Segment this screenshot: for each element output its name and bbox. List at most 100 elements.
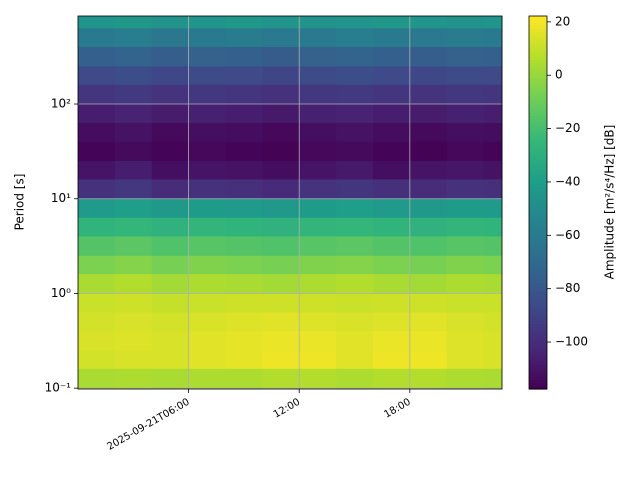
heatmap-cell xyxy=(299,236,337,257)
colorbar-swatch xyxy=(529,134,547,138)
heatmap-cell xyxy=(372,141,411,162)
heatmap-cell xyxy=(151,350,190,370)
colorbar-frame xyxy=(528,15,548,390)
heatmap-cell xyxy=(446,123,485,143)
heatmap-cell xyxy=(446,16,485,29)
colorbar-swatch xyxy=(529,193,547,197)
heatmap-cell xyxy=(336,236,374,257)
heatmap-cell xyxy=(78,217,116,237)
heatmap-cell xyxy=(262,255,300,275)
heatmap-cell xyxy=(114,274,153,294)
heatmap-cell xyxy=(446,161,485,180)
colorbar-swatch xyxy=(529,280,547,284)
heatmap-cell xyxy=(188,217,226,237)
heatmap-cell xyxy=(188,255,226,275)
heatmap-cell xyxy=(114,198,153,219)
heatmap-cell xyxy=(483,28,503,48)
heatmap-cell xyxy=(225,331,263,351)
heatmap-cell xyxy=(409,84,448,105)
heatmap-cell xyxy=(188,293,226,313)
colorbar-tick-label: −80 xyxy=(555,281,580,295)
colorbar-swatch xyxy=(529,370,547,375)
heatmap-cell xyxy=(78,236,116,257)
y-axis-label: Period [s] xyxy=(13,174,27,231)
heatmap-cell xyxy=(262,293,300,313)
colorbar-swatch xyxy=(529,68,547,73)
colorbar-swatch xyxy=(529,43,547,48)
heatmap-cell xyxy=(299,368,337,390)
heatmap-cell xyxy=(409,141,448,162)
colorbar-swatch xyxy=(529,267,547,272)
heatmap-cell xyxy=(114,236,153,257)
heatmap-cell xyxy=(299,217,337,237)
heatmap-cell xyxy=(446,331,485,351)
heatmap-cell xyxy=(262,104,300,124)
heatmap-cell xyxy=(114,350,153,370)
heatmap xyxy=(78,16,503,390)
heatmap-cell xyxy=(446,217,485,237)
colorbar-swatch xyxy=(529,115,547,120)
heatmap-cell xyxy=(262,236,300,257)
heatmap-cell xyxy=(114,47,153,67)
colorbar-swatch xyxy=(529,301,547,306)
heatmap-cell xyxy=(336,293,374,313)
colorbar-swatch xyxy=(529,124,547,129)
x-tick-label: 12:00 xyxy=(272,397,302,421)
heatmap-cell xyxy=(114,161,153,180)
colorbar-swatch xyxy=(529,146,547,151)
heatmap-cell xyxy=(372,179,411,200)
colorbar-swatch xyxy=(529,348,547,353)
colorbar-swatch xyxy=(529,196,547,200)
heatmap-cell xyxy=(78,331,116,351)
colorbar-swatch xyxy=(529,270,547,275)
heatmap-cell xyxy=(299,47,337,67)
colorbar-swatch xyxy=(529,273,547,278)
heatmap-cell xyxy=(262,331,300,351)
colorbar-swatch xyxy=(529,199,547,204)
heatmap-cell xyxy=(188,104,226,124)
colorbar-swatch xyxy=(529,373,547,378)
colorbar-label: Amplitude [m²/s⁴/Hz] [dB] xyxy=(603,125,617,280)
colorbar-swatch xyxy=(529,382,547,387)
heatmap-cell xyxy=(114,104,153,124)
heatmap-cell xyxy=(262,47,300,67)
heatmap-cell xyxy=(372,16,411,29)
heatmap-cell xyxy=(483,293,503,313)
colorbar-swatch xyxy=(529,180,547,185)
heatmap-cell xyxy=(483,179,503,200)
heatmap-cell xyxy=(151,274,190,294)
heatmap-cell xyxy=(299,161,337,180)
heatmap-cell xyxy=(262,84,300,105)
heatmap-cell xyxy=(409,47,448,67)
colorbar-swatch xyxy=(529,109,547,113)
colorbar-swatch xyxy=(529,364,547,368)
heatmap-cell xyxy=(372,368,411,390)
heatmap-cell xyxy=(78,84,116,105)
heatmap-cell xyxy=(225,368,263,390)
heatmap-cell xyxy=(78,274,116,294)
heatmap-cell xyxy=(446,141,485,162)
heatmap-cell xyxy=(225,47,263,67)
colorbar-swatch xyxy=(529,214,547,219)
colorbar-swatch xyxy=(529,50,547,54)
colorbar-swatch xyxy=(529,84,547,89)
heatmap-cell xyxy=(299,84,337,105)
colorbar-swatch xyxy=(529,53,547,58)
colorbar-swatch xyxy=(529,342,547,347)
colorbar-swatch xyxy=(529,261,547,266)
heatmap-cell xyxy=(78,312,116,332)
colorbar-swatch xyxy=(529,329,547,334)
heatmap-cell xyxy=(336,255,374,275)
heatmap-cell xyxy=(188,28,226,48)
colorbar-swatch xyxy=(529,305,547,309)
colorbar-swatch xyxy=(529,183,547,188)
heatmap-cell xyxy=(372,255,411,275)
colorbar-swatch xyxy=(529,34,547,39)
colorbar-swatch xyxy=(529,168,547,173)
heatmap-cell xyxy=(299,198,337,219)
colorbar-swatch xyxy=(529,28,547,33)
y-tick-label: 10² xyxy=(51,97,71,111)
heatmap-cell xyxy=(114,123,153,143)
heatmap-cell xyxy=(151,28,190,48)
heatmap-cell xyxy=(151,255,190,275)
